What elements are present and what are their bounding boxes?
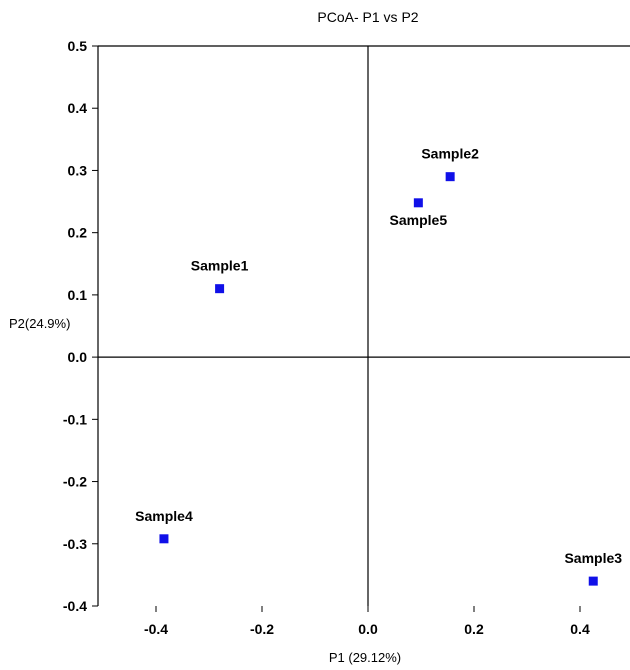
- data-point: [159, 534, 169, 544]
- y-tick-label: -0.2: [63, 474, 87, 490]
- y-axis: 0.5 0.4 0.3 0.2 0.1 0.0 -0.1 -0.2 -0.3 -0.4: [63, 38, 98, 614]
- y-tick-label: 0.5: [68, 38, 88, 54]
- x-tick-label: -0.2: [250, 621, 274, 637]
- y-tick-label: -0.1: [63, 411, 87, 427]
- point-label: Sample5: [390, 212, 448, 228]
- x-axis: -0.4 -0.2 0.0 0.2 0.4: [144, 606, 590, 637]
- y-tick-label: 0.3: [68, 162, 88, 178]
- y-tick-label: 0.0: [68, 349, 88, 365]
- data-point: [413, 198, 423, 208]
- x-tick-label: 0.0: [358, 621, 378, 637]
- chart-title: PCoA- P1 vs P2: [317, 9, 418, 25]
- y-tick-label: -0.3: [63, 536, 87, 552]
- data-point: [588, 576, 598, 586]
- point-label: Sample4: [135, 508, 193, 524]
- y-tick-label: 0.2: [68, 225, 88, 241]
- y-tick-label: 0.4: [68, 100, 88, 116]
- data-point: [445, 172, 455, 182]
- data-points: Sample1 Sample2 Sample5 Sample4 Sample3: [135, 146, 622, 586]
- y-tick-label: 0.1: [68, 287, 88, 303]
- data-point: [215, 284, 225, 294]
- x-axis-title: P1 (29.12%): [329, 650, 401, 665]
- x-tick-label: 0.4: [570, 621, 590, 637]
- y-axis-title: P2(24.9%): [9, 316, 70, 331]
- x-tick-label: 0.2: [464, 621, 484, 637]
- point-label: Sample3: [564, 550, 622, 566]
- point-label: Sample2: [421, 146, 479, 162]
- point-label: Sample1: [191, 258, 249, 274]
- x-tick-label: -0.4: [144, 621, 168, 637]
- y-tick-label: -0.4: [63, 598, 87, 614]
- zero-lines: [98, 46, 630, 606]
